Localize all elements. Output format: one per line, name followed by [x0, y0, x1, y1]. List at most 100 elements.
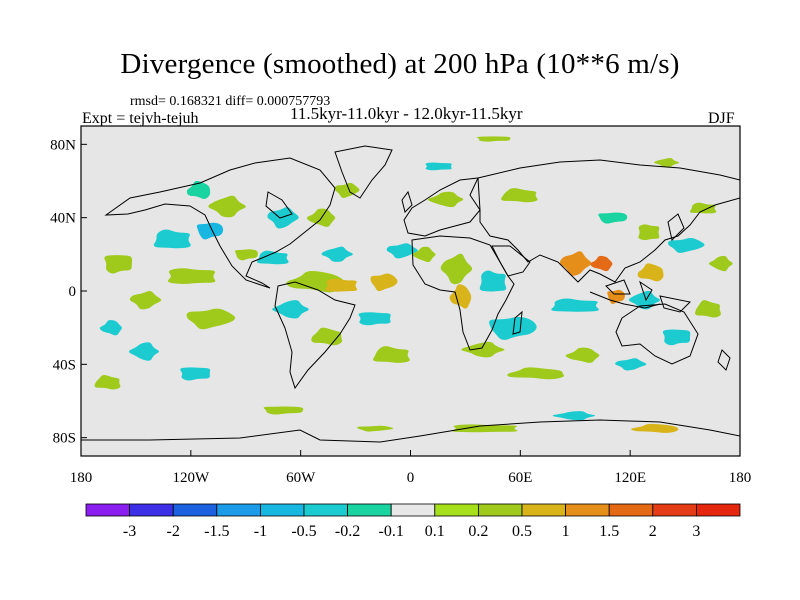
anomaly-region [180, 367, 211, 381]
anomaly-region [637, 263, 664, 282]
coast-asia [477, 159, 740, 283]
anomaly-region [501, 188, 538, 203]
colorbar-label: 1 [562, 523, 570, 540]
colorbar-label: -1.5 [204, 523, 229, 540]
coast-australia [615, 303, 699, 365]
anomaly-region [489, 316, 537, 340]
coast-britain [401, 190, 413, 213]
colorbar-box [172, 503, 218, 517]
colorbar-box [259, 503, 305, 517]
y-tick-label: 40N [50, 211, 76, 227]
colorbar-label: 1.5 [599, 523, 619, 540]
anomaly-region [263, 406, 304, 415]
x-tick-label: 180 [729, 470, 752, 486]
anomaly-region [565, 347, 600, 363]
colorbar-box [652, 503, 697, 517]
y-tick-label: 0 [69, 284, 77, 300]
period-label: 11.5kyr-11.0kyr - 12.0kyr-11.5kyr [290, 104, 523, 123]
colorbar-box [216, 503, 261, 517]
colorbar-label: -0.2 [335, 523, 360, 540]
colorbar-labels: -3 -2 -1.5 -1 -0.5 -0.2 -0.1 0.1 0.2 0.5 1 1.5 2 3 [123, 523, 700, 540]
anomaly-region [412, 246, 436, 263]
anomaly-region [552, 411, 596, 421]
coast-greenland [334, 145, 393, 199]
x-tick-label: 120W [172, 470, 210, 486]
colorbar-label: -2 [167, 523, 180, 540]
coastlines [81, 145, 740, 443]
anomaly-region [590, 255, 613, 272]
chart-title: Divergence (smoothed) at 200 hPa (10**6 … [120, 48, 680, 80]
anomaly-region [638, 224, 660, 241]
anomaly-region [551, 298, 599, 312]
x-axis: 180 120W 60W 0 60E 120E 180 [70, 450, 752, 486]
colorbar-box [390, 503, 436, 517]
colorbar-label: -0.1 [379, 523, 404, 540]
coast-north-america [104, 157, 336, 289]
x-tick-label: 60W [286, 470, 316, 486]
y-axis: 80N 40N 0 40S 80S [50, 137, 87, 447]
anomaly-region [128, 342, 160, 361]
anomaly-region [695, 300, 721, 318]
x-tick-label: 120E [614, 470, 646, 486]
coast-europe [403, 177, 481, 237]
colorbar-box [608, 503, 654, 517]
anomaly-region [507, 367, 565, 380]
colorbar-box [696, 503, 741, 517]
anomaly-region [479, 270, 507, 292]
rmsd-diff-stats: rmsd= 0.168321 diff= 0.000757793 [130, 94, 331, 109]
anomaly-region [708, 255, 733, 272]
anomaly-region [451, 424, 518, 433]
anomaly-region [208, 195, 246, 218]
anomaly-region [370, 273, 398, 292]
anomaly-region [559, 251, 592, 276]
anomaly-region [256, 250, 289, 265]
anomaly-region [425, 162, 452, 171]
coast-indonesia [589, 279, 692, 313]
coast-new-zealand [717, 349, 731, 371]
anomaly-region [689, 202, 717, 214]
experiment-label: Expt = tejvh-tejuh [82, 110, 199, 127]
anomaly-region [234, 249, 258, 261]
colorbar-label: 0.2 [468, 523, 488, 540]
colorbar-label: -0.5 [291, 523, 316, 540]
coast-japan [667, 213, 685, 241]
colorbar-boxes [85, 503, 741, 517]
anomaly-region [662, 329, 691, 346]
map-background [81, 126, 740, 456]
colorbar-box [347, 503, 392, 517]
anomaly-fields [94, 136, 733, 433]
anomaly-region [186, 180, 211, 199]
colorbar-box [85, 503, 130, 517]
anomaly-region [440, 253, 473, 285]
coast-south-america [274, 281, 356, 390]
colorbar-box [565, 503, 610, 517]
colorbar-box [434, 503, 479, 517]
anomaly-region [631, 423, 679, 433]
colorbar-label: 0.1 [425, 523, 445, 540]
anomaly-region [449, 284, 472, 309]
anomaly-region [94, 374, 121, 390]
season-label: DJF [708, 110, 735, 127]
coast-antarctica [81, 419, 740, 443]
colorbar-box [129, 503, 174, 517]
colorbar-label: -3 [123, 523, 136, 540]
coast-africa [411, 235, 515, 351]
colorbar-label: 3 [692, 523, 700, 540]
anomaly-region [153, 229, 191, 249]
coast-arabia [491, 245, 531, 277]
x-tick-label: 180 [70, 470, 93, 486]
colorbar-box [521, 503, 566, 517]
anomaly-region [272, 300, 309, 319]
anomaly-region [427, 191, 464, 208]
anomaly-region [357, 425, 394, 432]
anomaly-region [358, 312, 391, 326]
anomaly-region [99, 320, 122, 336]
x-tick-label: 0 [407, 470, 415, 486]
anomaly-region [476, 136, 511, 142]
colorbar-box [477, 503, 523, 517]
colorbar-label: 0.5 [512, 523, 532, 540]
colorbar-label: -1 [254, 523, 267, 540]
anomaly-region [373, 346, 410, 363]
